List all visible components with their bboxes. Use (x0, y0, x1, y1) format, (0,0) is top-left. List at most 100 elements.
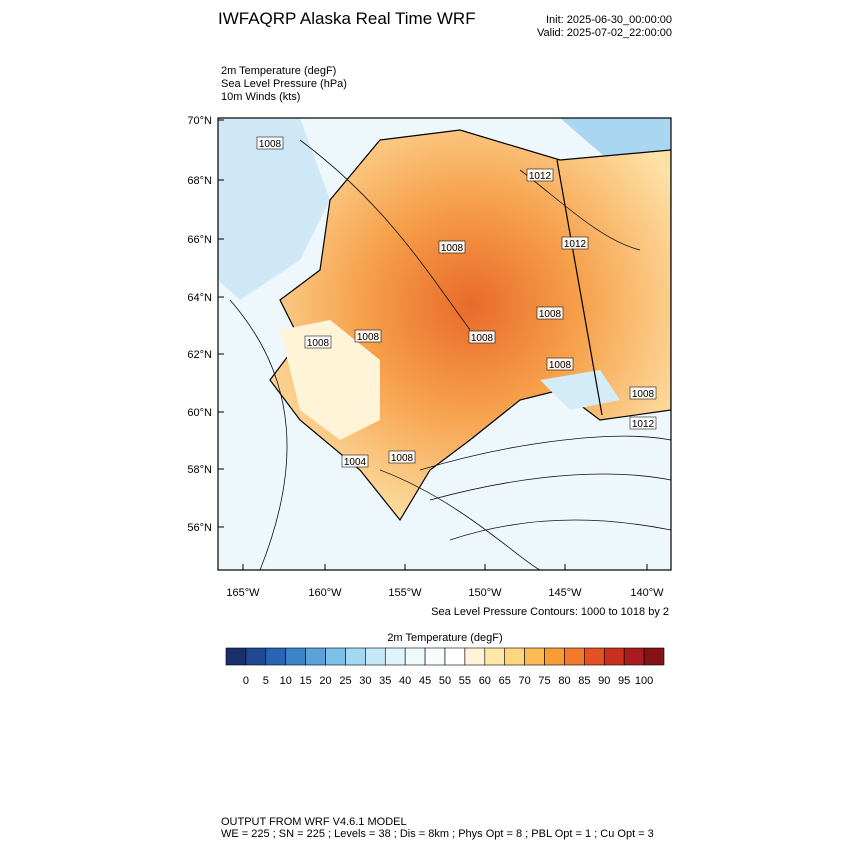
colorbar-label: 30 (359, 675, 371, 687)
colorbar-label: 100 (635, 675, 653, 687)
colorbar-box (265, 647, 287, 666)
field-label: Sea Level Pressure (hPa) (221, 78, 347, 90)
colorbar-label: 75 (538, 675, 550, 687)
colorbar-box (404, 647, 426, 666)
map: 1008 1012 1008 1012 1008 1008 1008 1008 1008 1008… (218, 118, 671, 570)
contour-label-box (354, 329, 382, 343)
colorbar-label: 95 (618, 675, 630, 687)
lat-label: 66°N (187, 234, 212, 246)
contour-label: 1008 (549, 360, 572, 371)
colorbar-title: 2m Temperature (degF) (387, 632, 502, 644)
colorbar-box (345, 647, 366, 666)
pressure-contours (229, 139, 671, 570)
contour-label-box (629, 416, 657, 430)
colorbar-box (245, 647, 267, 666)
colorbar-label: 90 (598, 675, 610, 687)
contour-label-box (561, 236, 589, 250)
contour-label: 1008 (357, 332, 380, 343)
colorbar-label: 25 (339, 675, 351, 687)
colorbar-box (623, 647, 645, 666)
contour-label-box (256, 136, 284, 150)
contour-label-box (629, 386, 657, 400)
field-label: 10m Winds (kts) (221, 91, 300, 103)
contour-label: 1008 (539, 309, 562, 320)
colorbar-label: 85 (578, 675, 590, 687)
colorbar-label: 35 (379, 675, 391, 687)
lat-label: 68°N (187, 175, 212, 187)
colorbar-box (305, 647, 326, 666)
lon-label: 155°W (388, 587, 422, 599)
colorbar-box (325, 647, 346, 666)
contour-label: 1004 (344, 457, 367, 468)
border (556, 159, 603, 416)
lon-label: 150°W (468, 587, 502, 599)
contour-label-box (341, 454, 369, 468)
sea-ice-cold (218, 118, 330, 300)
colorbar-label: 10 (280, 675, 292, 687)
lat-label: 64°N (187, 292, 212, 304)
colorbar-label: 45 (419, 675, 431, 687)
field-label: 2m Temperature (degF) (221, 65, 336, 77)
colorbar-box (544, 647, 565, 666)
colorbar-box (285, 647, 306, 666)
valid-time: Valid: 2025-07-02_22:00:00 (537, 27, 672, 39)
contour-label: 1012 (529, 171, 552, 182)
colorbar-label: 70 (519, 675, 531, 687)
colorbar-label: 40 (399, 675, 411, 687)
lat-label: 58°N (187, 464, 212, 476)
contour-label: 1008 (307, 338, 330, 349)
colorbar-label: 20 (319, 675, 331, 687)
colorbar-label: 80 (558, 675, 570, 687)
lat-label: 70°N (187, 115, 212, 127)
contour-label: 1008 (391, 453, 414, 464)
contour-label: 1008 (441, 243, 464, 254)
footer: OUTPUT FROM WRF V4.6.1 MODEL (221, 816, 407, 828)
contour-label-box (304, 335, 332, 349)
colorbar-box (524, 647, 545, 666)
colorbar-label: 0 (243, 675, 249, 687)
map-frame (217, 117, 672, 571)
contour-label-box (536, 306, 564, 320)
colorbar-box (225, 647, 247, 666)
colorbar-box (424, 647, 446, 666)
contour-label-box (546, 357, 574, 371)
colorbar-box (444, 647, 466, 666)
lon-label: 145°W (548, 587, 582, 599)
contour-label: 1012 (564, 239, 587, 250)
mountains-cool (540, 370, 620, 410)
colorbar-box (564, 647, 585, 666)
colorbar-label: 50 (439, 675, 451, 687)
colorbar-label: 65 (499, 675, 511, 687)
colorbar-box (365, 647, 386, 666)
colorbar-box (484, 647, 506, 666)
contour-label-box (526, 168, 554, 182)
contour-label: 1008 (471, 333, 494, 344)
contour-label: 1008 (632, 389, 655, 400)
contour-label: 1012 (632, 419, 655, 430)
colorbar-label: 60 (479, 675, 491, 687)
lon-label: 165°W (226, 587, 260, 599)
colorbar-box (643, 647, 665, 666)
init-time: Init: 2025-06-30_00:00:00 (546, 14, 672, 26)
lat-label: 56°N (187, 522, 212, 534)
contour-label-box (468, 330, 496, 344)
contour-label-box (388, 450, 416, 464)
lat-label: 60°N (187, 407, 212, 419)
contour-label-box (438, 240, 466, 254)
title: IWFAQRP Alaska Real Time WRF (218, 9, 476, 28)
delta-lowland (280, 320, 380, 440)
contour-label: 1008 (259, 139, 282, 150)
colorbar-label: 15 (300, 675, 312, 687)
contour-note: Sea Level Pressure Contours: 1000 to 101… (431, 606, 669, 618)
colorbar-box (584, 647, 605, 666)
colorbar-label: 5 (263, 675, 269, 687)
colorbar-box (504, 647, 525, 666)
colorbar-box (603, 647, 625, 666)
footer: WE = 225 ; SN = 225 ; Levels = 38 ; Dis … (221, 828, 654, 840)
lat-label: 62°N (187, 349, 212, 361)
lon-label: 160°W (308, 587, 342, 599)
colorbar-label: 55 (459, 675, 471, 687)
colorbar-box (384, 647, 406, 666)
lon-label: 140°W (630, 587, 664, 599)
